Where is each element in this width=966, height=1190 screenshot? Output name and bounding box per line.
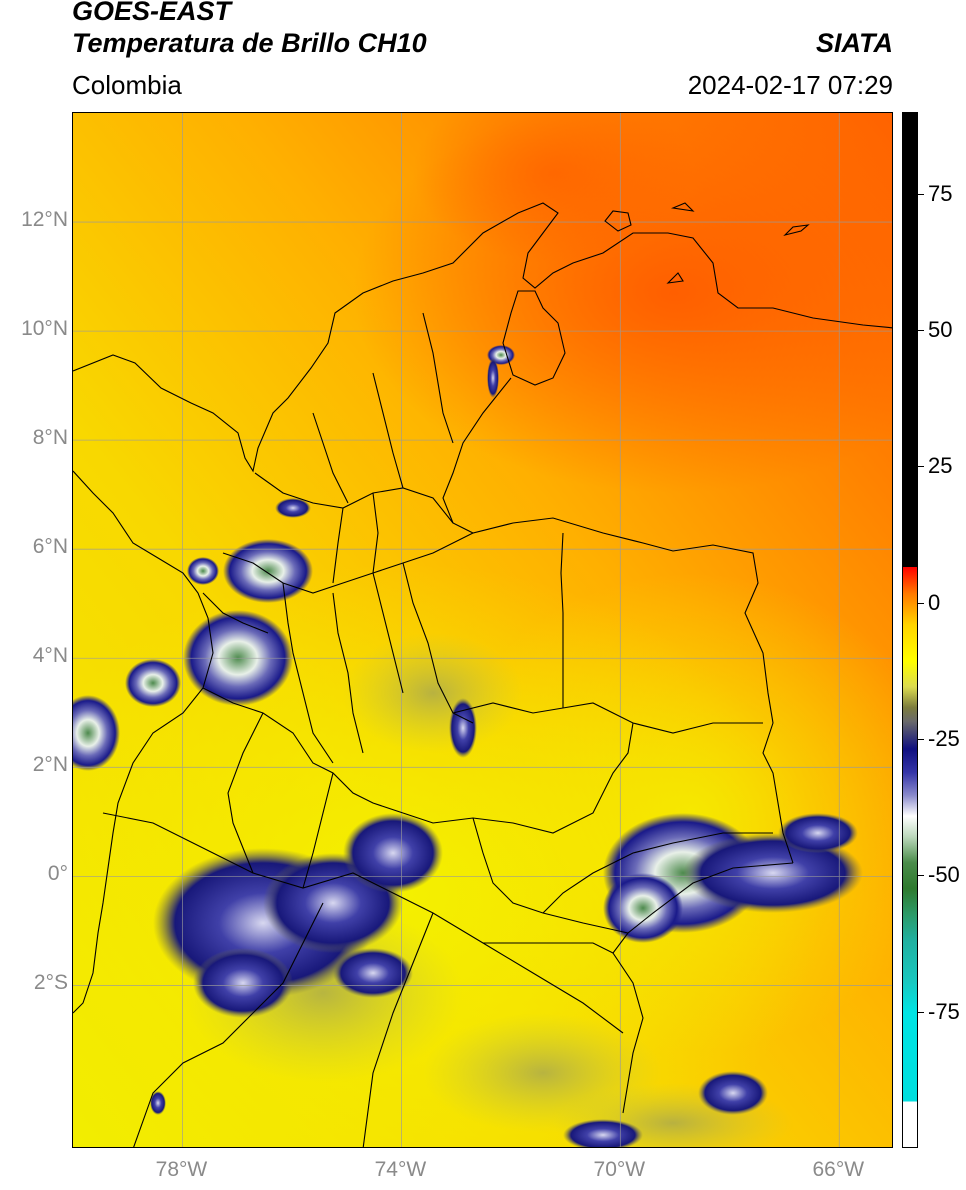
graticule [73,113,892,1147]
colorbar-label: -25 [928,726,960,752]
source-label: SIATA [816,28,893,58]
colorbar-label: 25 [928,453,953,479]
cloud-systems [73,345,863,1147]
lat-label: 4°N [32,644,68,668]
colorbar-tick [918,1011,924,1013]
lat-label: 0° [47,862,68,886]
colorbar-label: 50 [928,317,953,343]
region-label: Colombia [72,70,182,100]
colorbar-tick [918,466,924,468]
colorbar-label: -75 [928,998,960,1024]
colorbar-tick [918,602,924,604]
lat-label: 12°N [21,208,68,232]
product-title: Temperatura de Brillo CH10 [72,28,427,58]
lat-label: 10°N [21,317,68,341]
colorbar-tick [918,330,924,332]
lon-label: 66°W [812,1158,865,1181]
colorbar [902,112,918,1148]
colorbar-label: 75 [928,180,953,206]
boundaries [73,202,892,1147]
lon-label: 70°W [593,1158,646,1181]
satellite-map [72,112,893,1148]
colorbar-label: 0 [928,589,941,615]
colorbar-label: -50 [928,862,960,888]
lat-label: 6°N [32,535,68,559]
colorbar-tick [918,739,924,741]
lat-label: 2°N [32,753,68,777]
lat-label: 2°S [33,971,68,995]
datetime-label: 2024-02-17 07:29 [687,70,893,100]
lon-label: 78°W [155,1158,208,1181]
satellite-title: GOES-EAST [72,0,232,26]
lon-label: 74°W [374,1158,427,1181]
colorbar-tick [918,875,924,877]
lat-label: 8°N [32,426,68,450]
colorbar-tick [918,193,924,195]
